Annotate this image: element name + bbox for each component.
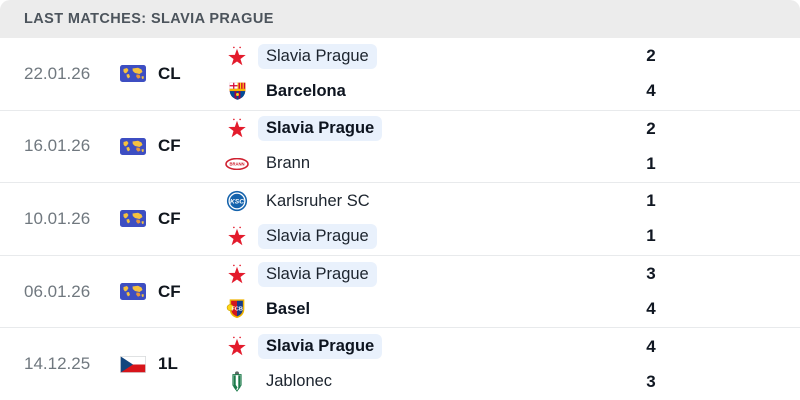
away-score: 4 (646, 81, 656, 101)
away-team-name: Jablonec (266, 372, 333, 391)
match-date: 14.12.25 (24, 354, 91, 374)
match-row[interactable]: 22.01.26 CL Slavia Prague 2 Barcelona 4 (0, 38, 800, 110)
away-team-line: Barcelona 4 (224, 76, 800, 106)
match-row[interactable]: 16.01.26 CF Slavia Prague 2 Brann 1 (0, 109, 800, 183)
teams-block: Slavia Prague 2 Brann 1 (224, 114, 800, 179)
match-date: 10.01.26 (24, 208, 91, 228)
match-date: 16.01.26 (24, 136, 91, 156)
competition-code: 1L (158, 354, 178, 374)
home-team-name: Slavia Prague (258, 116, 383, 142)
away-team-line: Brann 1 (224, 149, 800, 179)
competition: CF (120, 282, 224, 302)
match-date: 22.01.26 (24, 63, 91, 83)
competition-code: CL (158, 63, 181, 83)
home-team-line: Slavia Prague 3 (224, 259, 800, 289)
slavia-prague-logo (224, 261, 250, 287)
away-team-name: Barcelona (266, 81, 346, 100)
karlsruher-sc-logo (224, 188, 250, 214)
away-score: 1 (646, 153, 656, 173)
away-score: 1 (646, 226, 656, 246)
home-team-name: Slavia Prague (258, 334, 383, 360)
world-map-icon (120, 283, 146, 301)
jablonec-logo (224, 369, 250, 395)
home-score: 2 (646, 118, 656, 138)
barcelona-logo (224, 78, 250, 104)
match-row[interactable]: 14.12.25 1L Slavia Prague 4 Jablonec 3 (0, 327, 800, 400)
home-score: 4 (646, 336, 656, 356)
home-team-line: Karlsruher SC 1 (224, 186, 800, 216)
teams-block: Karlsruher SC 1 Slavia Prague 1 (224, 186, 800, 251)
teams-block: Slavia Prague 3 Basel 4 (224, 259, 800, 324)
home-team-name: Karlsruher SC (266, 191, 370, 210)
slavia-prague-logo (224, 116, 250, 142)
competition-code: CF (158, 136, 181, 156)
match-date: 06.01.26 (24, 281, 91, 301)
away-team-line: Basel 4 (224, 294, 800, 324)
home-team-line: Slavia Prague 2 (224, 114, 800, 144)
widget-title: LAST MATCHES: SLAVIA PRAGUE (24, 11, 274, 27)
home-team-line: Slavia Prague 4 (224, 332, 800, 362)
home-team-name: Slavia Prague (258, 43, 377, 69)
match-row[interactable]: 10.01.26 CF Karlsruher SC 1 Slavia Pragu… (0, 182, 800, 255)
home-score: 2 (646, 46, 656, 66)
slavia-prague-logo (224, 43, 250, 69)
teams-block: Slavia Prague 2 Barcelona 4 (224, 41, 800, 106)
competition: 1L (120, 354, 224, 374)
world-map-icon (120, 210, 146, 228)
czech-flag-icon (120, 355, 146, 373)
competition: CL (120, 64, 224, 84)
competition-code: CF (158, 281, 181, 301)
world-map-icon (120, 137, 146, 155)
match-row[interactable]: 06.01.26 CF Slavia Prague 3 Basel 4 (0, 254, 800, 328)
away-team-name: Slavia Prague (258, 223, 377, 249)
home-team-line: Slavia Prague 2 (224, 41, 800, 71)
away-team-line: Slavia Prague 1 (224, 221, 800, 251)
brann-logo (224, 151, 250, 177)
match-list: 22.01.26 CL Slavia Prague 2 Barcelona 4 (0, 38, 800, 400)
home-score: 3 (646, 264, 656, 284)
competition: CF (120, 136, 224, 156)
competition: CF (120, 209, 224, 229)
away-score: 3 (646, 371, 656, 391)
widget-header: LAST MATCHES: SLAVIA PRAGUE (0, 0, 800, 38)
teams-block: Slavia Prague 4 Jablonec 3 (224, 332, 800, 397)
slavia-prague-logo (224, 334, 250, 360)
away-team-name: Basel (266, 299, 311, 318)
world-map-icon (120, 65, 146, 83)
home-score: 1 (646, 191, 656, 211)
away-team-line: Jablonec 3 (224, 367, 800, 397)
competition-code: CF (158, 208, 181, 228)
away-score: 4 (646, 299, 656, 319)
home-team-name: Slavia Prague (258, 261, 377, 287)
away-team-name: Brann (266, 154, 311, 173)
slavia-prague-logo (224, 223, 250, 249)
basel-logo (224, 296, 250, 322)
